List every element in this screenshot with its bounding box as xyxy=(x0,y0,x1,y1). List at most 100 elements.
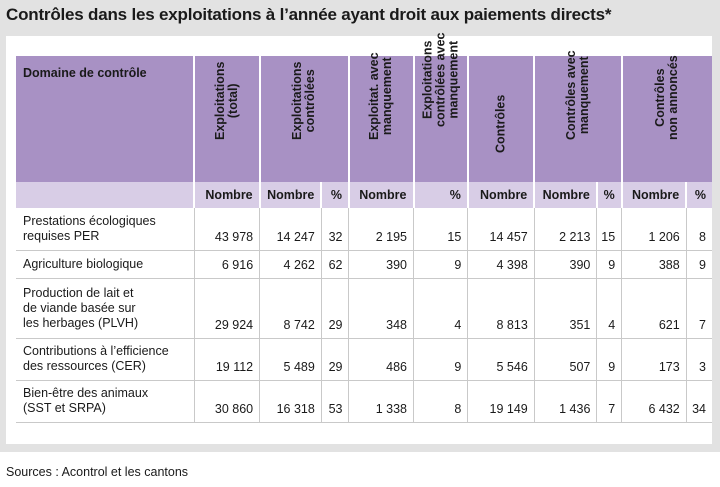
row-label-line: (SST et SRPA) xyxy=(23,401,106,415)
table-cell: 14 247 xyxy=(259,208,322,251)
subheader-cell: % xyxy=(321,182,350,208)
table-cell: 8 xyxy=(413,380,469,423)
row-label-line: Bien-être des animaux xyxy=(23,386,149,400)
controls-table: Domaine de contrôle Exploitations (total)… xyxy=(16,33,712,423)
col-header-exploitations-controlees-avec-manquement: Exploitations contrôlées avec manquement xyxy=(413,33,469,182)
table-cell: 4 262 xyxy=(259,250,322,279)
table-cell: 14 457 xyxy=(467,208,535,251)
row-label-line: des ressources (CER) xyxy=(23,359,146,373)
table-cell: 1 206 xyxy=(621,208,687,251)
col-header-exploitations-total: Exploitations (total) xyxy=(194,56,261,182)
row-label-line: de viande basée sur xyxy=(23,300,136,315)
table-cell: 9 xyxy=(596,250,623,279)
header-row: Domaine de contrôle Exploitations (total)… xyxy=(16,33,712,182)
col-header-line: Exploitations xyxy=(212,61,227,140)
table-cell: 1 338 xyxy=(348,380,414,423)
table-cell: 19 149 xyxy=(467,380,535,423)
table-cell: 4 xyxy=(413,278,469,339)
table-cell: 7 xyxy=(686,278,712,339)
col-header-line: manquement xyxy=(380,57,395,136)
table-cell: 8 813 xyxy=(467,278,535,339)
table-cell: 5 546 xyxy=(467,338,535,381)
table-row: Agriculture biologique 6 916 4 262 62 390 9 4 … xyxy=(16,250,712,279)
table-cell: 8 742 xyxy=(259,278,322,339)
col-header-line: Exploitations xyxy=(420,40,435,119)
row-label-line: requises PER xyxy=(23,228,100,243)
table-cell: 15 xyxy=(596,208,623,251)
table-cell: 6 432 xyxy=(621,380,687,423)
table-row: Production de lait et de viande basée sur… xyxy=(16,278,712,339)
table-cell: 2 213 xyxy=(534,208,598,251)
row-label-line: les herbages (PLVH) xyxy=(23,315,139,330)
table-row: Prestations écologiques requises PER 43 97… xyxy=(16,208,712,251)
table-cell: 3 xyxy=(686,338,712,381)
row-label: Prestations écologiques requises PER xyxy=(16,208,195,251)
source-note: Sources : Acontrol et les cantons xyxy=(6,465,189,479)
table-cell: 9 xyxy=(413,338,469,381)
col-header-controles: Contrôles xyxy=(467,56,536,182)
table-cell: 351 xyxy=(534,278,598,339)
table-cell: 34 xyxy=(686,380,712,423)
subheader-cell: % xyxy=(596,182,623,208)
table-cell: 2 195 xyxy=(348,208,414,251)
table-cell: 348 xyxy=(348,278,414,339)
table-frame: Domaine de contrôle Exploitations (total)… xyxy=(0,32,720,452)
col-header-line: manquement xyxy=(446,40,461,119)
table-row: Bien-être des animaux (SST et SRPA) 30 860… xyxy=(16,380,712,423)
table-cell: 173 xyxy=(621,338,687,381)
table-row: Contributions à l’efficience des ressourc… xyxy=(16,338,712,381)
row-label: Contributions à l’efficience des ressourc… xyxy=(16,338,195,381)
table-cell: 4 398 xyxy=(467,250,535,279)
table-cell: 9 xyxy=(596,338,623,381)
col-header-line: (total) xyxy=(225,83,240,119)
col-header-controles-non-annonces: Contrôles non annoncés xyxy=(621,55,712,182)
table-cell: 8 xyxy=(686,208,712,251)
row-label-line: Agriculture biologique xyxy=(23,256,144,271)
table-cell: 43 978 xyxy=(194,208,261,251)
page-title: Contrôles dans les exploitations à l’ann… xyxy=(6,5,612,24)
table-panel: Domaine de contrôle Exploitations (total)… xyxy=(6,33,712,444)
row-label-line: Contributions à l’efficience xyxy=(23,344,169,358)
table-cell: 390 xyxy=(534,250,598,279)
col-header-line: contrôlées xyxy=(303,69,318,133)
subheader-cell: Nombre xyxy=(534,182,598,208)
table-cell: 5 489 xyxy=(259,338,322,381)
row-label-line: Prestations écologiques xyxy=(23,213,156,228)
subheader-cell: Nombre xyxy=(259,182,323,208)
row-label: Production de lait et de viande basée sur… xyxy=(16,278,195,339)
table-cell: 16 318 xyxy=(259,380,322,423)
col-header-line: contrôlées avec xyxy=(433,32,448,128)
table-cell: 390 xyxy=(348,250,414,279)
table-cell: 29 xyxy=(321,278,350,339)
table-cell: 9 xyxy=(686,250,712,279)
table-cell: 1 436 xyxy=(534,380,598,423)
table-cell: 6 916 xyxy=(194,250,261,279)
table-cell: 30 860 xyxy=(194,380,261,423)
col-header-exploitat-avec-manquement: Exploitat. avec manquement xyxy=(348,52,415,182)
domain-header: Domaine de contrôle xyxy=(16,56,196,182)
subheader-cell: % xyxy=(413,182,469,208)
subheader-cell: Nombre xyxy=(194,182,261,208)
col-header-line: Contrôles xyxy=(493,94,508,153)
col-header-exploitations-controlees: Exploitations contrôlées xyxy=(259,56,350,182)
table-cell: 19 112 xyxy=(194,338,261,381)
subheader-row: Nombre Nombre % Nombre % Nombre Nombre %… xyxy=(16,182,712,208)
row-label-line: Production de lait et xyxy=(23,285,134,300)
table-cell: 62 xyxy=(321,250,350,279)
table-cell: 7 xyxy=(596,380,623,423)
subheader-blank xyxy=(16,182,196,208)
table-cell: 53 xyxy=(321,380,350,423)
table-cell: 4 xyxy=(596,278,623,339)
col-header-line: non annoncés xyxy=(666,55,681,140)
table-cell: 486 xyxy=(348,338,414,381)
table-cell: 29 xyxy=(321,338,350,381)
table-cell: 388 xyxy=(621,250,687,279)
row-label: Agriculture biologique xyxy=(16,250,195,279)
subheader-cell: Nombre xyxy=(348,182,415,208)
subheader-cell: Nombre xyxy=(621,182,688,208)
col-header-controles-avec-manquement: Contrôles avec manquement xyxy=(534,50,623,182)
row-label: Bien-être des animaux (SST et SRPA) xyxy=(16,380,195,423)
table-cell: 29 924 xyxy=(194,278,261,339)
table-cell: 32 xyxy=(321,208,350,251)
table-cell: 621 xyxy=(621,278,687,339)
